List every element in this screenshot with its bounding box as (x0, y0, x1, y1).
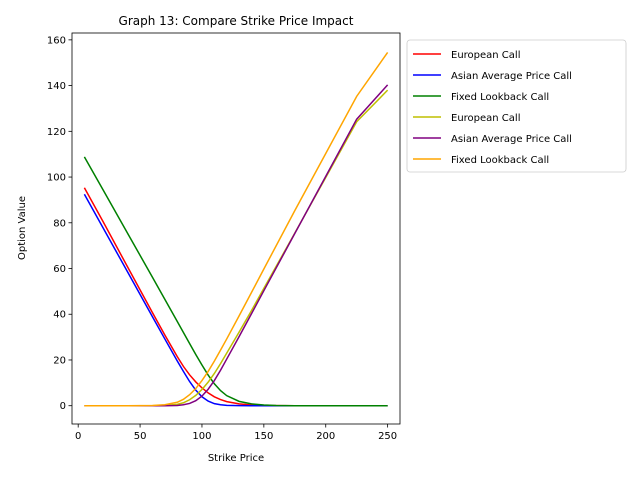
legend-frame (406, 39, 627, 173)
legend-entry-2: Asian Average Price Call (451, 71, 572, 82)
y-tick-label: 20 (53, 355, 66, 366)
x-tick-label: 50 (134, 431, 147, 442)
y-axis-label: Option Value (17, 196, 28, 260)
series-line-4 (84, 89, 389, 407)
x-tick-label: 100 (192, 431, 211, 442)
chart-title: Graph 13: Compare Strike Price Impact (119, 14, 354, 28)
series-line-2 (83, 193, 388, 407)
plot-lines (83, 52, 389, 407)
legend-entry-5: Asian Average Price Call (451, 134, 572, 145)
y-tick-label: 60 (53, 264, 66, 275)
series-line-5 (84, 84, 389, 407)
series-line-1 (83, 187, 388, 407)
series-line-6 (84, 52, 389, 407)
legend: European Call Asian Average Price Call Fix… (406, 39, 627, 173)
y-tick-label: 40 (53, 310, 66, 321)
y-tick-label: 100 (47, 173, 66, 184)
x-axis: 0 50 100 150 200 250 (75, 424, 397, 442)
legend-entry-3: Fixed Lookback Call (451, 92, 549, 103)
y-tick-label: 120 (47, 127, 66, 138)
y-axis: 0 20 40 60 80 100 120 140 160 (47, 35, 72, 412)
x-axis-label: Strike Price (208, 453, 264, 464)
series-line-3 (83, 156, 388, 407)
legend-entry-6: Fixed Lookback Call (451, 155, 549, 166)
y-tick-label: 160 (47, 35, 66, 46)
y-tick-label: 140 (47, 81, 66, 92)
x-tick-label: 150 (254, 431, 273, 442)
y-tick-label: 80 (53, 218, 66, 229)
legend-entry-4: European Call (451, 113, 520, 124)
x-tick-label: 200 (316, 431, 335, 442)
x-tick-label: 0 (75, 431, 81, 442)
x-tick-label: 250 (378, 431, 397, 442)
legend-entry-1: European Call (451, 50, 520, 61)
y-tick-label: 0 (60, 401, 66, 412)
plot-frame (71, 32, 401, 425)
